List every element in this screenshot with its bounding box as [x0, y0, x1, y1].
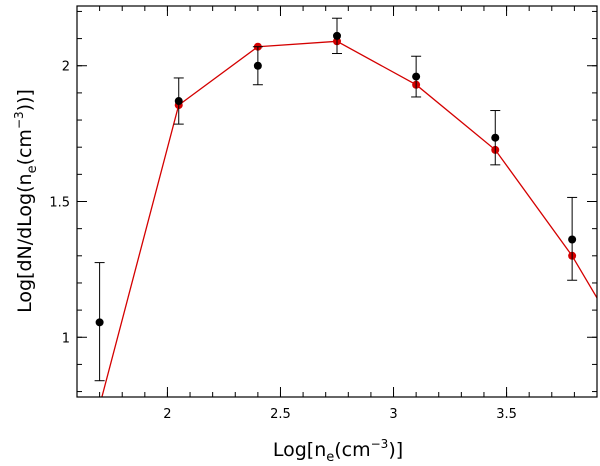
x-axis-label: Log[ne(cm−3)]	[273, 437, 403, 465]
data-point	[253, 61, 262, 70]
axis-ticks	[76, 6, 598, 397]
data-point	[333, 31, 341, 40]
x-tick-label: 3	[389, 407, 397, 422]
model-line	[101, 40, 597, 397]
data-point-with-errorbar	[252, 46, 263, 86]
data-point	[491, 133, 500, 142]
x-tick-label: 2	[163, 407, 171, 422]
data-point-with-errorbar	[173, 77, 184, 125]
plot-frame	[76, 5, 598, 398]
data-point-with-errorbar	[567, 196, 578, 281]
data-point-with-errorbar	[332, 17, 342, 55]
x-tick-labels: 2 2.5 3 3.5	[163, 407, 517, 422]
data-point-with-errorbar	[411, 55, 422, 98]
data-point-with-errorbar	[94, 262, 105, 382]
y-tick-labels: 11.52	[49, 60, 70, 347]
data-point	[95, 318, 104, 327]
y-tick-label: 2	[62, 60, 70, 75]
x-tick-label: 2.5	[270, 407, 291, 422]
y-tick-label: 1.5	[49, 196, 70, 211]
y-axis-label: Log[dN/dLog(ne(cm−3))]	[12, 89, 40, 313]
data-point	[412, 72, 421, 81]
y-tick-label: 1	[62, 331, 70, 346]
data-point	[568, 235, 577, 244]
x-tick-label: 3.5	[496, 407, 517, 422]
data-point-with-errorbar	[490, 110, 501, 166]
data-point	[174, 97, 183, 106]
plot-content	[94, 17, 597, 397]
